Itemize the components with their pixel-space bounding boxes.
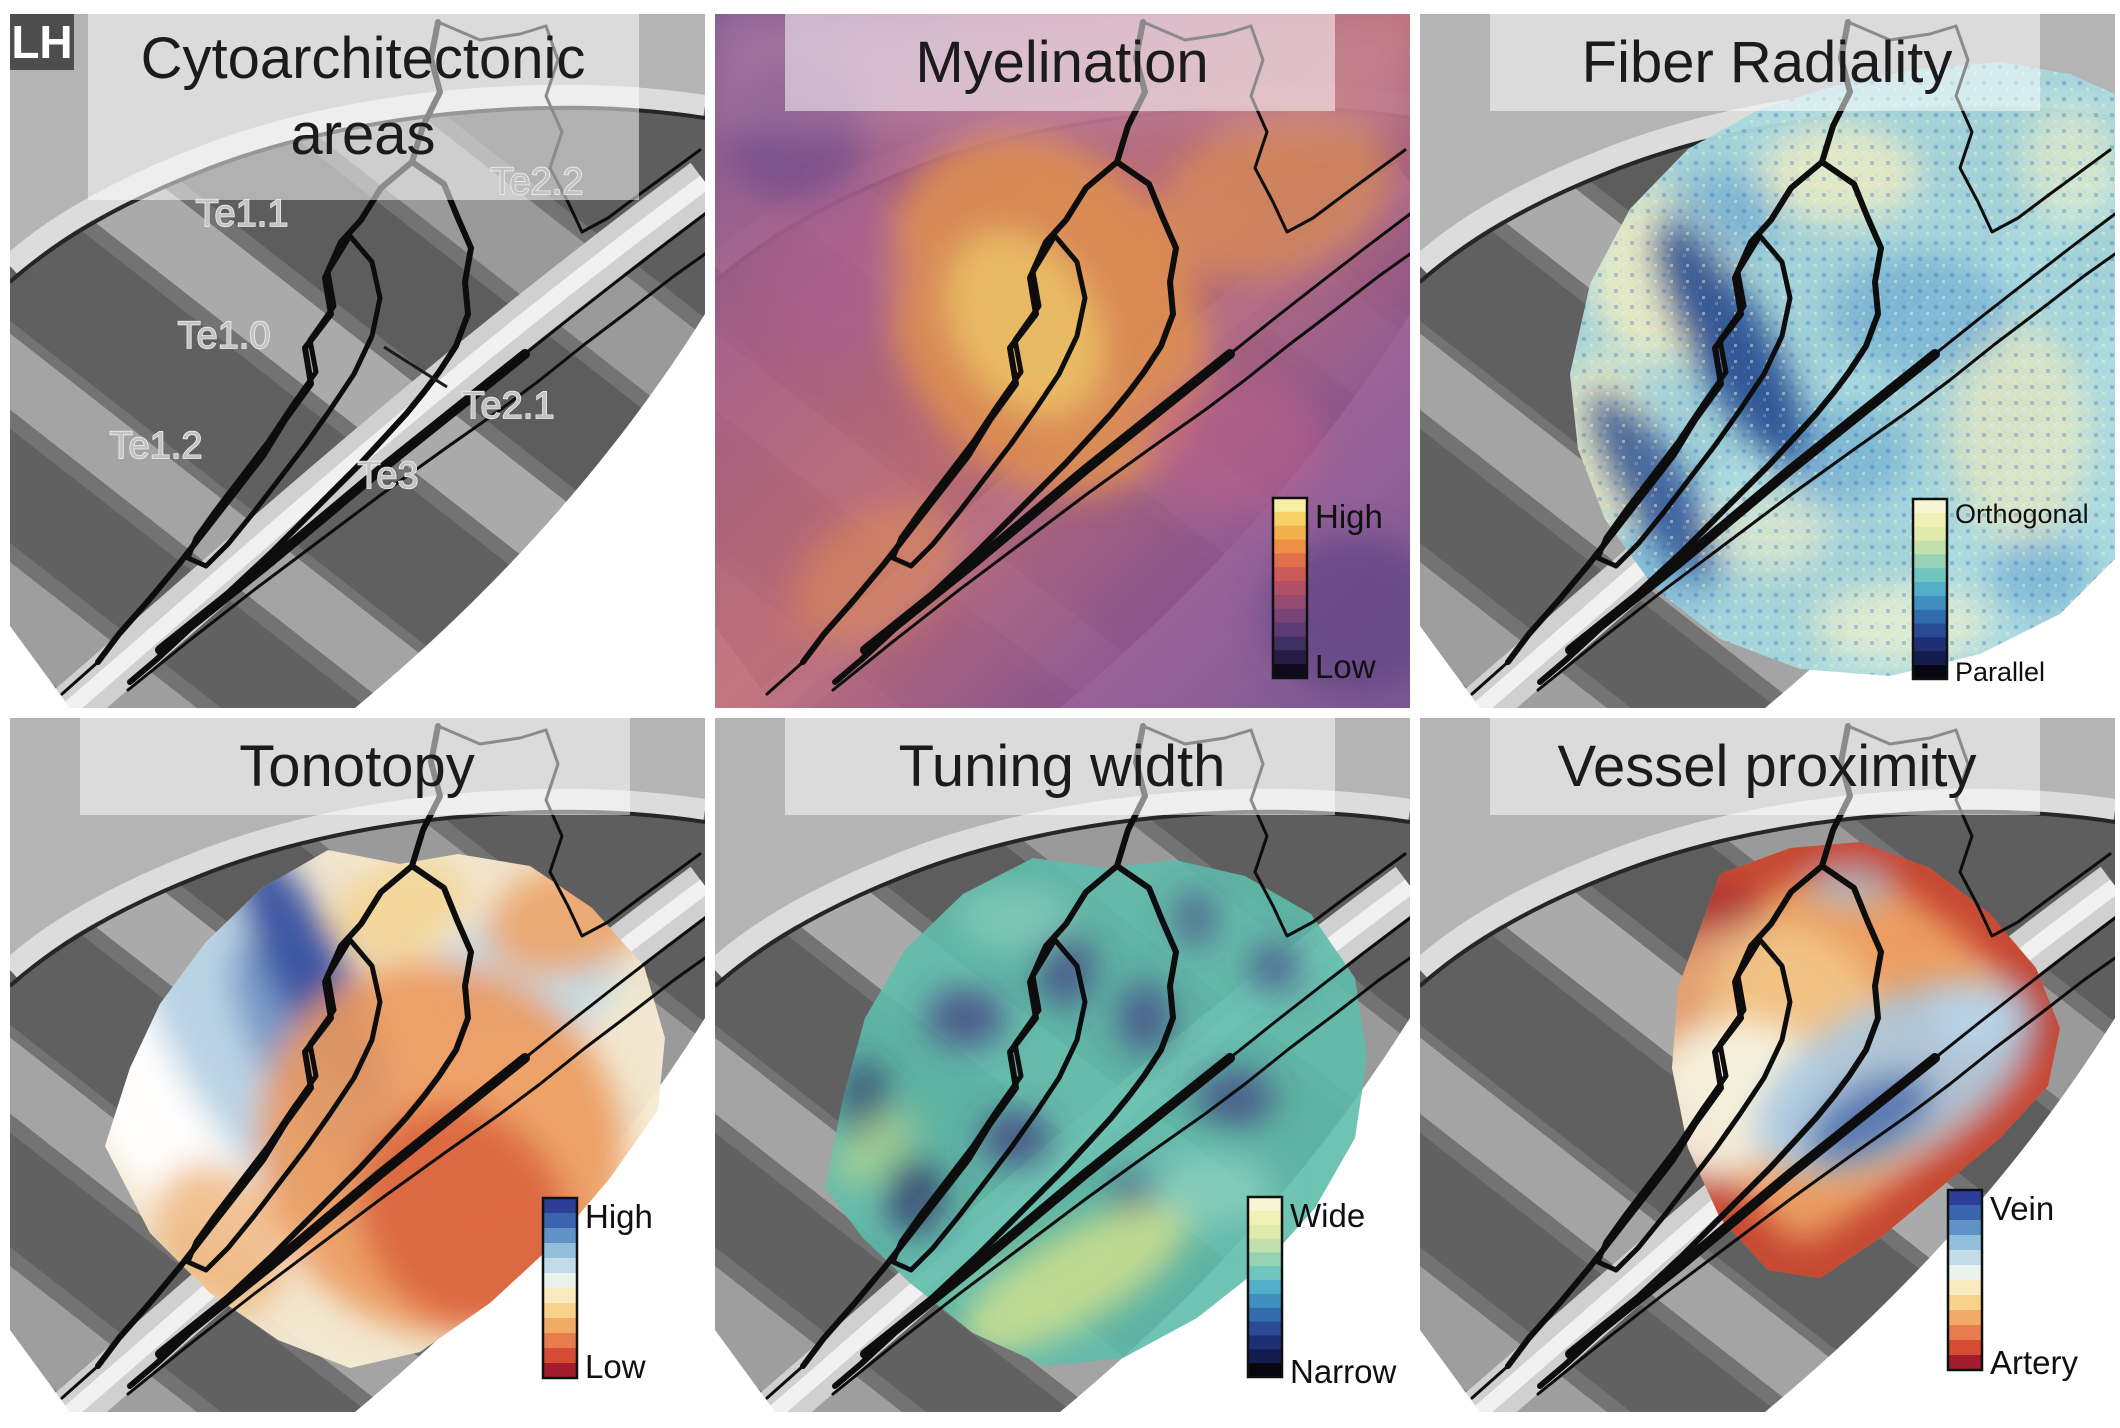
hemisphere-badge: LH [10,14,74,70]
panel-tuning-width: Tuning width Wide Narrow [715,718,1410,1412]
colorbar-bottom-label: Artery [1990,1344,2079,1381]
colorbar-top-label: Vein [1990,1190,2054,1227]
panel-title-line2: areas [290,102,435,167]
panel-title: Fiber Radiality [1582,30,1953,95]
title-band [80,718,630,815]
hemisphere-label: LH [11,16,72,68]
area-label-te1-1: Te1.1 [196,193,289,235]
panel-title: Vessel proximity [1557,734,1976,799]
colorbar: High Low [1271,496,1383,685]
panel-title: Tuning width [899,734,1226,799]
colorbar: High Low [541,1196,653,1385]
area-label-te3: Te3 [357,455,418,497]
panel-title: Cytoarchitectonic [141,26,586,91]
colorbar: Orthogonal Parallel [1911,497,2089,687]
panel-fiber-radiality: Fiber Radiality Orthogonal Parallel [1420,14,2115,708]
area-label-te2-2: Te2.2 [491,161,584,203]
title-band [1490,718,2040,815]
panel-tonotopy: Tonotopy High Low [10,718,705,1412]
title-band [785,14,1335,111]
colorbar-top-label: Orthogonal [1955,499,2089,529]
colorbar-bottom-label: Low [585,1348,646,1385]
panel-title: Myelination [915,30,1208,95]
te2-1-leader-line [383,345,448,389]
title-band [88,14,639,200]
panel-vessel-proximity: Vessel proximity Vein Artery [1420,718,2115,1412]
area-label-te2-1: Te2.1 [462,385,555,427]
colorbar-top-label: Wide [1290,1197,1365,1234]
panel-title: Tonotopy [239,734,474,799]
colorbar: Wide Narrow [1246,1195,1397,1390]
title-band [785,718,1335,815]
panel-cytoarchitectonic-areas: Cytoarchitectonic areas Te1.1 Te2.2 Te1.… [10,14,705,708]
title-band [1490,14,2040,111]
colorbar-top-label: High [585,1198,653,1235]
colorbar-bottom-label: Narrow [1290,1353,1397,1390]
colorbar-bottom-label: Low [1315,648,1376,685]
area-label-te1-2: Te1.2 [110,425,203,467]
colorbar-bottom-label: Parallel [1955,657,2045,687]
panel-myelination: Myelination High Low [715,14,1410,708]
colorbar: Vein Artery [1946,1188,2079,1381]
colorbar-top-label: High [1315,498,1383,535]
area-label-te1-0: Te1.0 [178,315,271,357]
